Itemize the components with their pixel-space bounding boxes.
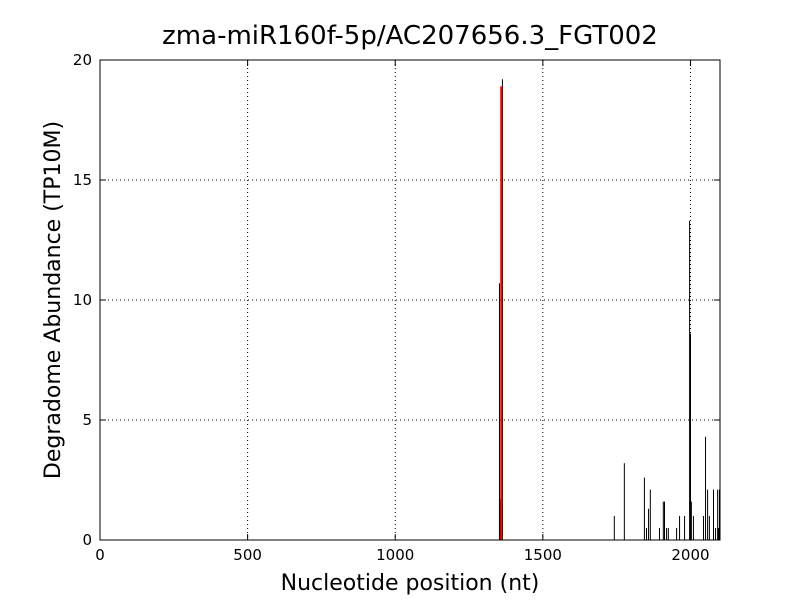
x-tick-label: 1500 — [524, 546, 562, 564]
y-tick-label: 5 — [82, 411, 92, 429]
x-tick-label: 1000 — [376, 546, 414, 564]
x-tick-label: 2000 — [671, 546, 709, 564]
y-axis-label: Degradome Abundance (TP10M) — [41, 121, 66, 479]
x-tick-label: 0 — [95, 546, 105, 564]
y-tick-label: 15 — [73, 171, 92, 189]
plot-frame — [99, 59, 721, 541]
y-tick-label: 20 — [73, 51, 92, 69]
y-tick-label: 0 — [82, 531, 92, 549]
x-axis-label: Nucleotide position (nt) — [281, 571, 540, 596]
y-tick-label: 10 — [73, 291, 92, 309]
chart-title: zma-miR160f-5p/AC207656.3_FGT002 — [162, 21, 658, 51]
x-tick-label: 500 — [233, 546, 262, 564]
